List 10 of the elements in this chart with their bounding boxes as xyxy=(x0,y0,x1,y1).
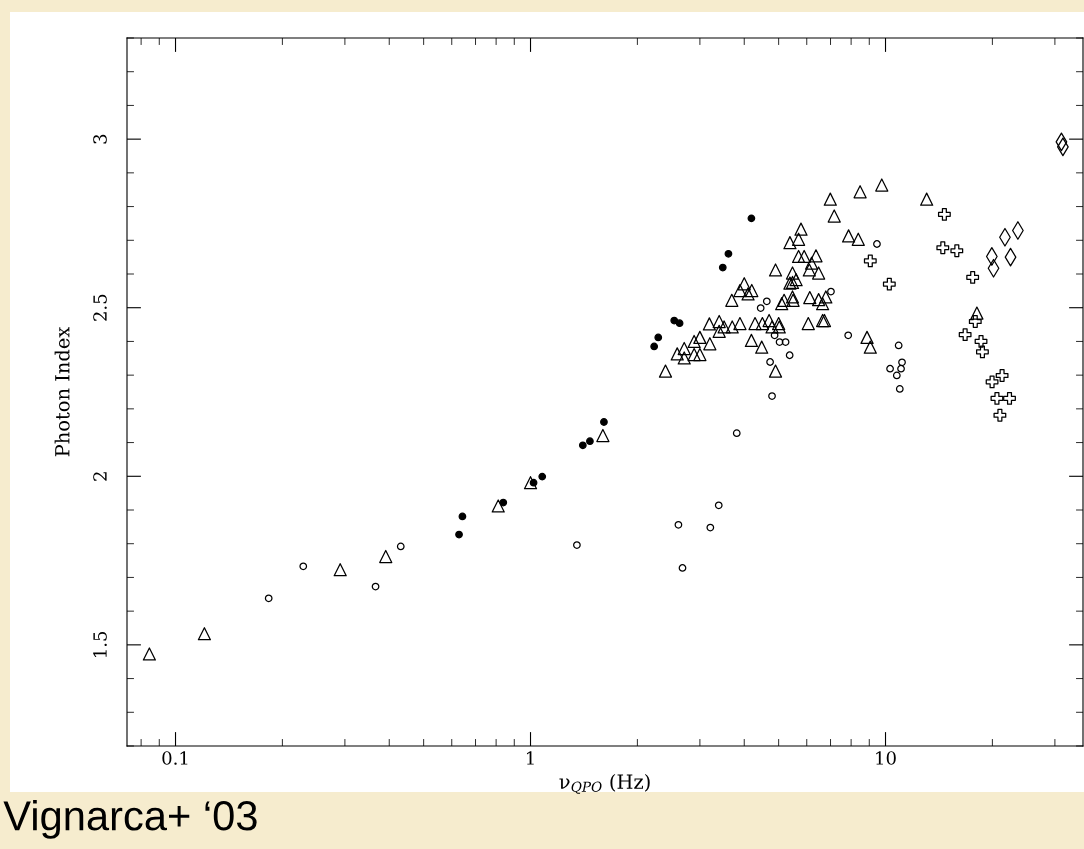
y-tick-label: 3 xyxy=(93,134,107,144)
y-tick-label: 2 xyxy=(93,472,107,481)
y-axis-title: Photon Index xyxy=(54,326,70,457)
text: Vignarca+ ‘03 xyxy=(3,799,257,839)
y-tick-label: 2.5 xyxy=(93,294,107,321)
x-axis-title: ν$_{QPO}$ (Hz) xyxy=(559,773,650,794)
x-tick-label: 10 xyxy=(876,751,896,765)
y-tick-label: 1.5 xyxy=(93,631,107,658)
x-tick-label: 0.1 xyxy=(162,751,188,765)
x-tick-label: 1 xyxy=(526,751,534,765)
